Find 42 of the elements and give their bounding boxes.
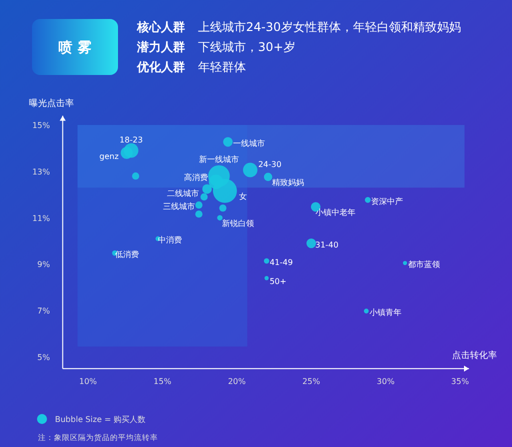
- annotation: genz: [99, 152, 119, 161]
- text: 优化人群: [136, 60, 185, 74]
- x-axis-title: 点击转化率: [452, 350, 497, 361]
- x-tick-label: 10%: [79, 377, 98, 386]
- annotation: 一线城市: [232, 138, 265, 148]
- y-tick-label: 11%: [32, 214, 50, 223]
- text: 年轻群体: [198, 60, 246, 74]
- text: 上线城市24-30岁女性群体，年轻白领和精致妈妈: [198, 20, 461, 34]
- x-tick-label: 25%: [302, 377, 321, 386]
- annotation: 二线城市: [167, 189, 200, 198]
- x-tick-label: 20%: [228, 377, 246, 386]
- text: 下线城市，30+岁: [198, 40, 296, 54]
- annotation: 中消费: [158, 236, 182, 245]
- x-tick-label: 15%: [154, 377, 172, 386]
- y-tick-label: 9%: [37, 260, 50, 270]
- text: 潜力人群: [136, 40, 185, 54]
- annotation: 都市蓝领: [408, 260, 440, 270]
- annotation: 新一线城市: [198, 155, 239, 164]
- annotation: 高消费: [184, 172, 208, 182]
- x-tick-label: 35%: [451, 377, 470, 386]
- annotation: 41-49: [270, 258, 293, 267]
- y-tick-label: 15%: [32, 120, 50, 130]
- x-tick-label: 30%: [376, 377, 395, 386]
- annotation: 50+: [270, 277, 286, 286]
- y-tick-label: 7%: [37, 306, 50, 316]
- annotation: 资深中产: [370, 196, 403, 206]
- annotation: 18-23: [120, 136, 143, 145]
- text: 核心人群: [136, 20, 185, 34]
- annotation: 小镇中老年: [316, 208, 356, 217]
- annotation: 精致妈妈: [272, 178, 304, 187]
- legend-label: Bubble Size = 购买人数: [55, 415, 146, 424]
- annotation: 新锐白领: [222, 218, 254, 228]
- annotation: 女: [238, 192, 247, 201]
- y-tick-label: 13%: [32, 167, 50, 176]
- chart-title: 喷 雾: [58, 40, 92, 56]
- y-tick-label: 5%: [37, 353, 50, 362]
- annotation: 低消费: [114, 250, 139, 260]
- annotation: 三线城市: [162, 202, 195, 212]
- annotation: 24-30: [258, 160, 282, 169]
- y-axis-title: 曝光点击率: [29, 98, 74, 109]
- annotation: 小镇青年: [369, 308, 402, 318]
- annotation: 31-40: [315, 240, 338, 250]
